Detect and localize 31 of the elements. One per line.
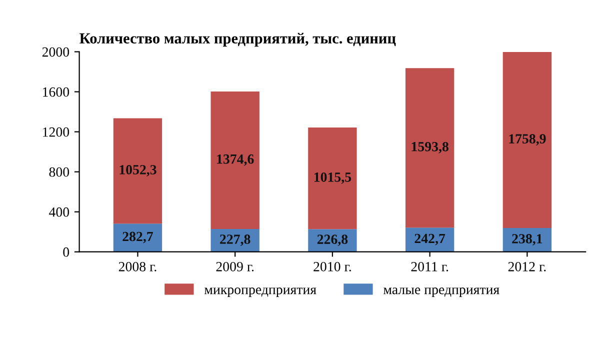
- data-label: 226,8: [317, 234, 348, 246]
- legend-label: микропредприятия: [204, 288, 316, 298]
- bar: [308, 128, 357, 230]
- y-tick-label: 400: [49, 207, 70, 217]
- y-tick-label: 2000: [42, 47, 70, 57]
- data-label: 227,8: [220, 234, 250, 246]
- data-label: 1015,5: [314, 172, 352, 184]
- legend-label: малые предприятия: [384, 288, 500, 298]
- bar: [113, 118, 162, 224]
- x-tick-label: 2010 г.: [314, 262, 351, 272]
- data-label: 242,7: [414, 234, 446, 246]
- x-tick-label: 2012 г.: [508, 262, 546, 272]
- data-label: 1593,8: [412, 142, 448, 154]
- x-tick-label: 2008 г.: [118, 262, 156, 272]
- data-label: 1052,3: [120, 165, 156, 176]
- chart-title: Количество малых предприятий, тыс. единиц: [80, 32, 396, 47]
- x-tick-label: 2009 г.: [216, 262, 254, 272]
- y-tick-label: 1200: [43, 127, 70, 137]
- y-tick-label: 800: [49, 167, 70, 177]
- y-tick-label: 0: [63, 247, 70, 257]
- bar: [210, 92, 260, 230]
- bar: [113, 224, 162, 252]
- data-label: 1758,9: [509, 134, 546, 146]
- data-label: 238,1: [512, 234, 542, 246]
- bar: [405, 228, 454, 252]
- bar: [502, 52, 552, 228]
- data-label: 1374,6: [217, 154, 254, 166]
- bar: [405, 68, 454, 228]
- y-tick-label: 1600: [43, 87, 70, 97]
- data-label: 282,7: [122, 232, 154, 244]
- x-tick-label: 2011 г.: [411, 262, 448, 272]
